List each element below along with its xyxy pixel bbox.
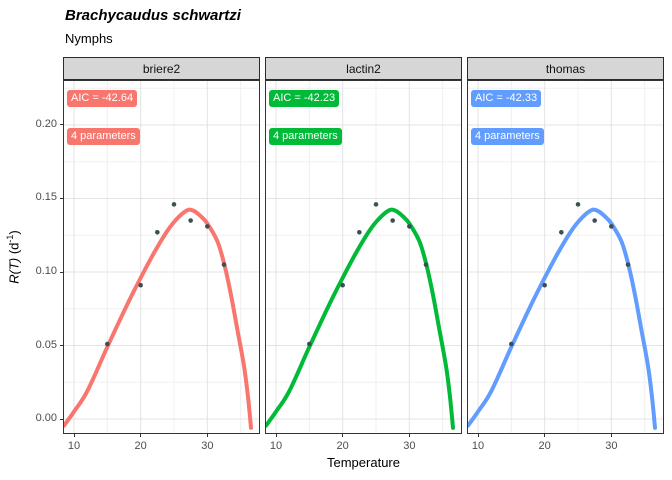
x-tick-label: 10 <box>269 440 283 452</box>
params-label: 4 parameters <box>269 128 342 145</box>
data-point <box>423 262 429 267</box>
x-axis-title: Temperature <box>327 455 400 470</box>
facet-strip-label: briere2 <box>142 61 181 76</box>
data-point <box>307 341 312 347</box>
facet-panel-briere2: AIC = -42.64 4 parameters <box>63 80 260 434</box>
aic-label: AIC = -42.64 <box>67 90 138 107</box>
data-point <box>138 282 143 288</box>
data-point <box>390 218 395 223</box>
data-point <box>592 218 597 223</box>
x-tick-label: 10 <box>67 440 81 452</box>
data-point <box>188 218 193 223</box>
y-tick-mark <box>60 418 63 420</box>
data-point <box>373 202 379 207</box>
x-tick-label: 30 <box>403 440 416 452</box>
facet-panel-thomas: AIC = -42.33 4 parameters <box>467 80 664 434</box>
y-tick-label: 0.00 <box>35 412 57 424</box>
x-tick-label: 30 <box>201 440 214 452</box>
x-tick-label: 30 <box>605 440 618 452</box>
data-point <box>407 224 412 229</box>
panel-plot <box>63 80 260 434</box>
data-point <box>171 202 177 207</box>
plot-title: Brachycaudus schwartzi <box>65 7 241 24</box>
fitted-curve <box>467 207 657 430</box>
x-tick-label: 20 <box>538 440 551 452</box>
plot-subtitle: Nymphs <box>65 31 113 46</box>
fitted-curve <box>265 207 455 430</box>
y-tick-mark <box>60 345 63 346</box>
y-tick-label: 0.05 <box>35 338 57 351</box>
x-tick-label: 20 <box>134 440 147 452</box>
data-point <box>559 230 564 235</box>
x-tick-mark <box>477 434 479 437</box>
y-tick-mark <box>60 124 63 126</box>
y-tick-mark <box>60 197 63 199</box>
data-point <box>221 262 227 267</box>
data-point <box>105 341 110 347</box>
x-tick-label: 10 <box>471 440 485 452</box>
y-tick-mark <box>60 271 63 273</box>
facet-panel-lactin2: AIC = -42.23 4 parameters <box>265 80 462 434</box>
facet-strip-label: lactin2 <box>346 61 381 76</box>
x-tick-mark <box>275 434 277 437</box>
data-point <box>205 224 210 229</box>
x-tick-mark <box>544 434 546 437</box>
facet-strip-thomas: thomas <box>467 57 664 80</box>
x-tick-label: 20 <box>336 440 349 452</box>
y-axis-title: R(T) (d-1) <box>5 202 21 312</box>
y-axis-title-mid: (d <box>6 242 22 258</box>
y-axis-title-end: ) <box>6 230 22 235</box>
aic-label: AIC = -42.23 <box>269 90 340 107</box>
data-point <box>625 262 631 267</box>
y-axis-title-sup: -1 <box>5 234 15 243</box>
y-tick-label: 0.15 <box>35 191 57 204</box>
data-point <box>357 230 362 235</box>
facet-strip-lactin2: lactin2 <box>265 57 462 80</box>
x-tick-mark <box>342 434 344 437</box>
params-label: 4 parameters <box>471 128 544 145</box>
data-point <box>609 224 614 229</box>
data-point <box>155 230 160 235</box>
data-point <box>509 341 514 347</box>
fitted-curve <box>63 207 253 430</box>
facet-strip-briere2: briere2 <box>63 57 260 80</box>
params-label: 4 parameters <box>67 128 140 145</box>
data-point <box>542 282 547 288</box>
y-tick-label: 0.20 <box>35 117 57 130</box>
x-tick-mark <box>140 434 142 437</box>
aic-label: AIC = -42.33 <box>471 90 542 107</box>
x-tick-mark <box>206 434 208 437</box>
x-tick-mark <box>73 434 75 437</box>
data-point <box>575 202 581 207</box>
y-tick-label: 0.10 <box>35 265 57 277</box>
data-point <box>340 282 345 288</box>
facet-strip-label: thomas <box>545 61 586 76</box>
x-tick-mark <box>610 434 612 437</box>
x-tick-mark <box>408 434 410 437</box>
